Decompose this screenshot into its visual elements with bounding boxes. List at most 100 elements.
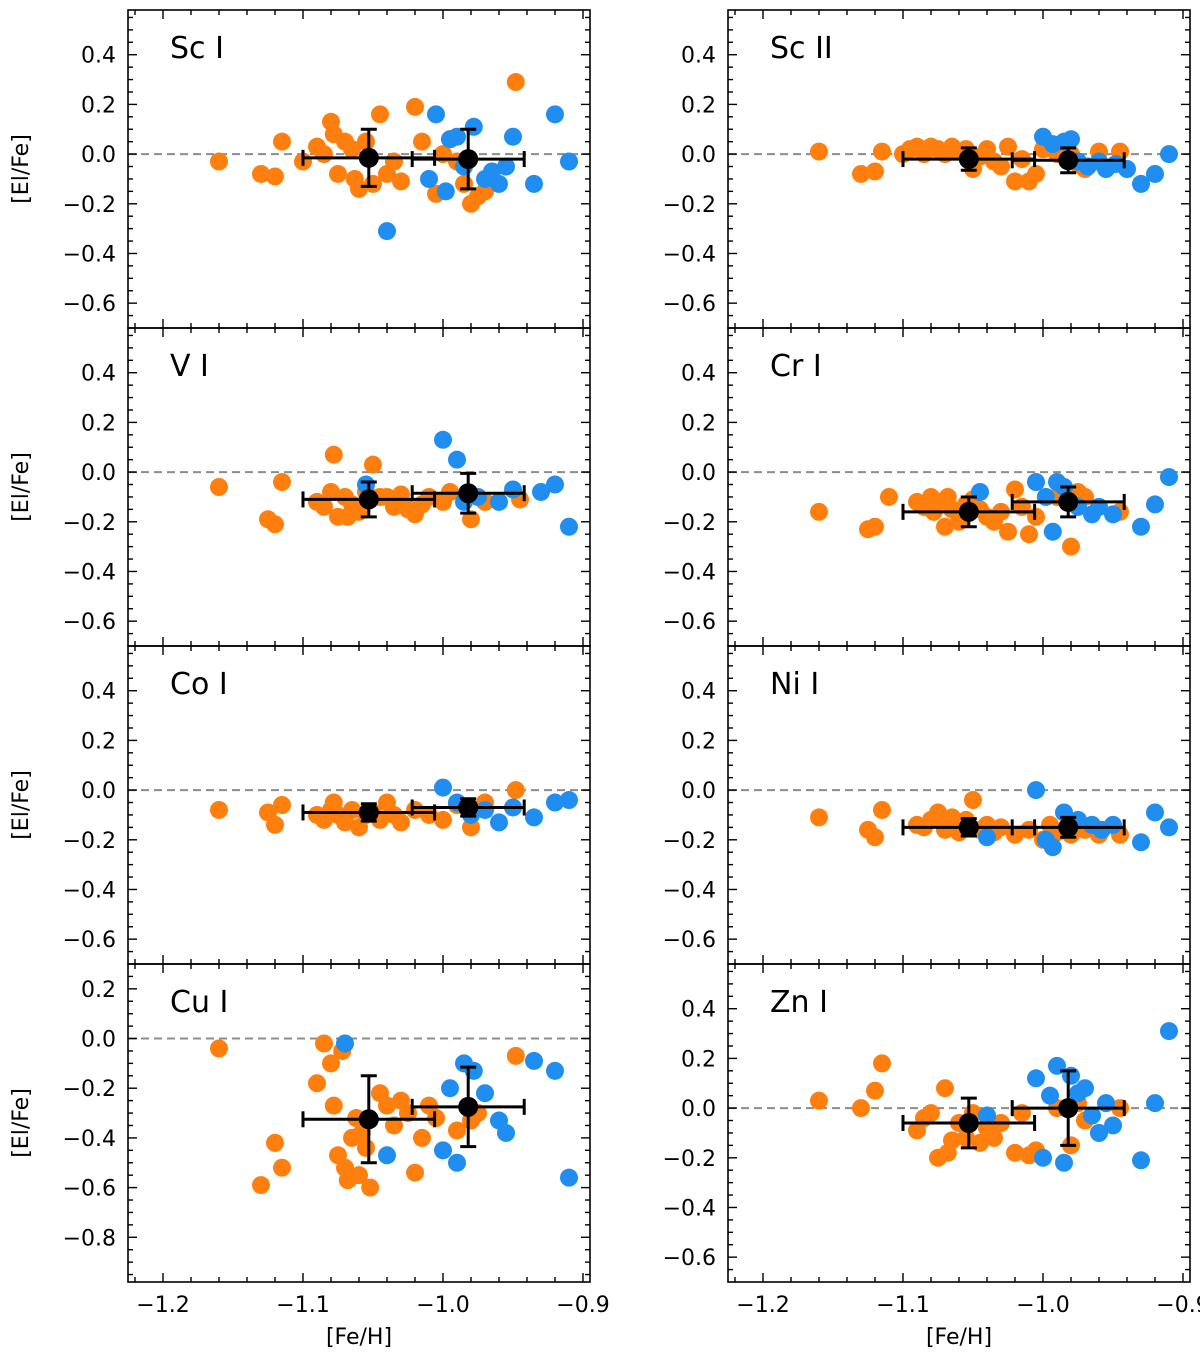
data-point-blue bbox=[560, 517, 578, 536]
data-point-orange bbox=[922, 1104, 940, 1123]
data-point-blue bbox=[1160, 1022, 1178, 1041]
data-point-blue bbox=[546, 1061, 564, 1080]
data-point-blue bbox=[1076, 1079, 1094, 1098]
data-point-orange bbox=[266, 515, 284, 534]
y-tick-label: −0.2 bbox=[63, 1077, 116, 1102]
data-point-blue bbox=[532, 482, 550, 501]
data-point-blue bbox=[1055, 1153, 1073, 1172]
data-point-blue bbox=[378, 1146, 396, 1165]
data-point-orange bbox=[810, 808, 828, 827]
mean-point bbox=[1058, 150, 1079, 171]
data-point-orange bbox=[462, 510, 480, 529]
panel-label: Cr I bbox=[770, 349, 822, 384]
data-point-blue bbox=[1132, 174, 1150, 193]
data-point-blue bbox=[1090, 1123, 1108, 1142]
data-point-orange bbox=[929, 803, 947, 822]
data-point-orange bbox=[315, 497, 333, 516]
data-point-orange bbox=[866, 517, 884, 536]
data-point-orange bbox=[413, 132, 431, 151]
data-point-orange bbox=[357, 132, 375, 151]
data-point-blue bbox=[490, 492, 508, 511]
data-point-orange bbox=[999, 522, 1017, 541]
y-tick-label: −0.6 bbox=[63, 928, 116, 953]
y-tick-label: 0.4 bbox=[681, 680, 716, 705]
data-point-blue bbox=[546, 105, 564, 124]
data-point-blue bbox=[378, 222, 396, 241]
data-point-orange bbox=[406, 800, 424, 819]
y-tick-label: 0.2 bbox=[681, 729, 716, 754]
y-tick-label: −0.4 bbox=[63, 242, 116, 267]
panel-label: Co I bbox=[170, 667, 228, 702]
data-point-blue bbox=[1104, 505, 1122, 524]
data-point-orange bbox=[476, 182, 494, 201]
data-point-blue bbox=[420, 169, 438, 188]
x-tick-label: −1.2 bbox=[136, 1293, 189, 1318]
data-point-orange bbox=[350, 1166, 368, 1185]
panel-sc-ii: −0.6 −0.4 −0.2 0.0 0.2 0.4 Sc II bbox=[663, 9, 1191, 329]
x-axis-label: [Fe/H] bbox=[326, 1325, 392, 1350]
plot-area bbox=[728, 781, 1190, 857]
data-point-blue bbox=[978, 1106, 996, 1125]
y-tick-label: −0.4 bbox=[63, 878, 116, 903]
y-tick-label: −0.6 bbox=[63, 610, 116, 635]
panel-label: Ni I bbox=[770, 667, 819, 702]
data-point-blue bbox=[560, 791, 578, 810]
data-point-orange bbox=[810, 142, 828, 161]
plot-area bbox=[728, 1022, 1190, 1172]
data-point-orange bbox=[343, 800, 361, 819]
data-point-orange bbox=[392, 172, 410, 191]
data-point-orange bbox=[315, 145, 333, 164]
data-point-orange bbox=[873, 800, 891, 819]
data-point-orange bbox=[385, 1116, 403, 1135]
data-point-blue bbox=[1083, 1106, 1101, 1125]
data-point-blue bbox=[504, 480, 522, 499]
data-point-orange bbox=[957, 1128, 975, 1147]
data-point-orange bbox=[266, 1133, 284, 1152]
data-point-blue bbox=[504, 127, 522, 146]
y-tick-label: −0.6 bbox=[663, 928, 716, 953]
panel-cu-i: −0.8 −0.6 −0.4 −0.2 0.0 0.2 −1.2 −1.1 −1.0 −0.9 Cu… bbox=[9, 963, 610, 1350]
data-point-orange bbox=[273, 796, 291, 814]
data-point-orange bbox=[210, 478, 228, 496]
y-axis-label: [El/Fe] bbox=[9, 1088, 34, 1158]
data-point-orange bbox=[434, 810, 452, 829]
data-point-blue bbox=[1027, 1069, 1045, 1088]
panel-ni-i: −0.6 −0.4 −0.2 0.0 0.2 0.4 Ni I bbox=[663, 645, 1191, 965]
y-tick-label: 0.4 bbox=[81, 680, 116, 705]
data-point-orange bbox=[1006, 825, 1024, 844]
mean-point bbox=[958, 149, 979, 170]
data-point-orange bbox=[371, 105, 389, 124]
data-point-orange bbox=[506, 781, 525, 800]
data-point-blue bbox=[448, 1153, 466, 1172]
y-tick-label: −0.2 bbox=[63, 511, 116, 536]
data-point-orange bbox=[936, 517, 954, 536]
panel-co-i: −0.6 −0.4 −0.2 0.0 0.2 0.4 Co I [El/Fe] bbox=[9, 645, 591, 965]
plot-area bbox=[128, 73, 590, 241]
data-point-blue bbox=[436, 182, 455, 201]
y-tick-label: −0.2 bbox=[63, 193, 116, 218]
y-tick-label: 0.0 bbox=[81, 461, 116, 486]
mean-point bbox=[958, 501, 979, 522]
panel-cr-i: −0.6 −0.4 −0.2 0.0 0.2 0.4 Cr I bbox=[663, 327, 1191, 647]
plot-area bbox=[728, 468, 1190, 556]
data-point-blue bbox=[476, 800, 494, 819]
y-tick-label: 0.0 bbox=[681, 1097, 716, 1122]
data-point-blue bbox=[546, 475, 564, 494]
y-tick-label: −0.2 bbox=[663, 1147, 716, 1172]
mean-point bbox=[458, 149, 479, 170]
y-tick-label: 0.2 bbox=[81, 411, 116, 436]
y-tick-label: 0.2 bbox=[81, 729, 116, 754]
y-tick-label: −0.4 bbox=[663, 242, 716, 267]
data-point-orange bbox=[1006, 1143, 1024, 1162]
data-point-blue bbox=[1043, 838, 1062, 857]
y-tick-label: −0.2 bbox=[663, 511, 716, 536]
mean-point bbox=[358, 1109, 379, 1130]
y-tick-label: −0.4 bbox=[663, 878, 716, 903]
data-point-orange bbox=[385, 152, 403, 171]
data-point-blue bbox=[1132, 833, 1150, 852]
data-point-blue bbox=[434, 1141, 452, 1160]
data-point-orange bbox=[364, 455, 382, 474]
data-point-blue bbox=[448, 450, 466, 469]
panel-label: Zn I bbox=[770, 985, 828, 1020]
data-point-blue bbox=[1160, 145, 1178, 164]
